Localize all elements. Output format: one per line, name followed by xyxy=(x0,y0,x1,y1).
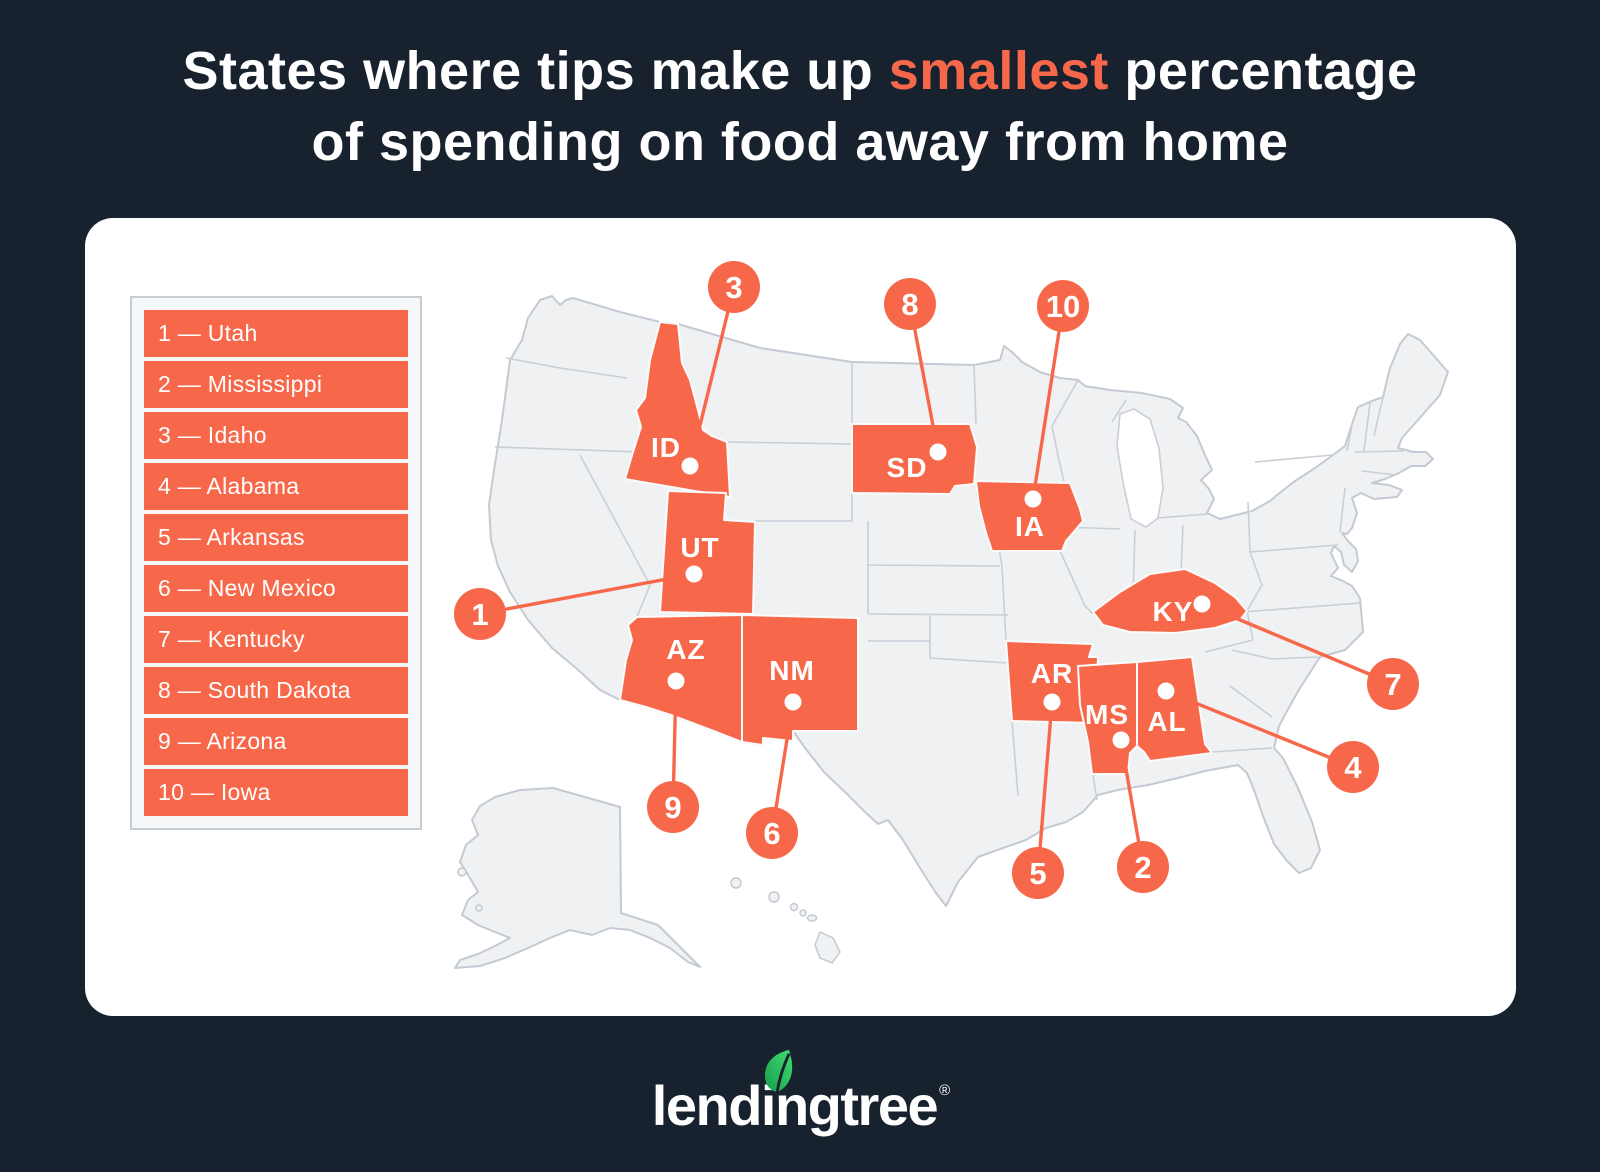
leader-line-1 xyxy=(478,572,696,616)
lendingtree-logo: lendingtree ® xyxy=(0,1048,1600,1134)
state-label-az: AZ xyxy=(666,634,705,665)
state-label-sd: SD xyxy=(887,452,928,483)
rank-number-8: 8 xyxy=(901,287,918,322)
marker-dot-id xyxy=(681,457,699,475)
rank-number-4: 4 xyxy=(1344,750,1362,785)
leader-line-5 xyxy=(1036,700,1054,875)
rank-circle-7 xyxy=(1367,658,1419,710)
marker-dot-ut xyxy=(685,565,703,583)
alaska xyxy=(454,787,701,969)
state-label-ky: KY xyxy=(1153,596,1194,627)
us-map: 1 2 3 4 5 6 7 8 9 10 xyxy=(454,261,1449,969)
marker-dot-nm xyxy=(784,693,802,711)
title-text: States where tips make up xyxy=(182,41,889,101)
rank-number-6: 6 xyxy=(763,816,780,851)
ranking-legend: 1 — Utah 2 — Mississippi 3 — Idaho 4 — A… xyxy=(130,296,422,830)
marker-dot-az xyxy=(667,672,685,690)
registered-mark: ® xyxy=(939,1082,951,1099)
title-text-after: percentage xyxy=(1108,41,1418,101)
legend-item: 2 — Mississippi xyxy=(144,361,408,408)
rank-number-5: 5 xyxy=(1029,856,1046,891)
logo-wrapper: lendingtree ® xyxy=(651,1048,951,1137)
lake-michigan xyxy=(1116,408,1164,528)
state-labels: UT MS ID AL AR NM KY SD AZ IA xyxy=(651,432,1194,737)
rank-number-7: 7 xyxy=(1384,667,1401,702)
state-label-ar: AR xyxy=(1031,658,1073,689)
infographic-card: 1 2 3 4 5 6 7 8 9 10 xyxy=(85,218,1516,1016)
legend-item: 1 — Utah xyxy=(144,310,408,357)
marker-dot-ky xyxy=(1193,595,1211,613)
marker-dot-ar xyxy=(1043,693,1061,711)
alaska-island xyxy=(475,904,483,912)
rank-circle-2 xyxy=(1117,841,1169,893)
state-idaho xyxy=(624,321,731,498)
leader-line-3 xyxy=(688,285,736,468)
rank-circle-1 xyxy=(454,588,506,640)
legend-item: 6 — New Mexico xyxy=(144,565,408,612)
rank-circle-9 xyxy=(647,781,699,833)
rank-circle-5 xyxy=(1012,847,1064,899)
state-label-id: ID xyxy=(651,432,681,463)
state-iowa xyxy=(975,480,1084,552)
page-title: States where tips make up smallest perce… xyxy=(0,36,1600,179)
hawaii-islands xyxy=(730,877,841,964)
state-label-nm: NM xyxy=(769,655,815,686)
legend-item: 8 — South Dakota xyxy=(144,667,408,714)
alaska-island xyxy=(457,867,467,877)
marker-dot-ms xyxy=(1112,731,1130,749)
state-label-al: AL xyxy=(1147,706,1186,737)
state-kentucky xyxy=(1092,568,1248,634)
state-arkansas xyxy=(1005,640,1099,724)
brand-wordmark: lendingtree xyxy=(651,1074,939,1137)
marker-dot-al xyxy=(1157,682,1175,700)
state-label-ia: IA xyxy=(1015,511,1045,542)
rank-circle-8 xyxy=(884,278,936,330)
us-outline xyxy=(488,295,1449,907)
legend-item: 10 — Iowa xyxy=(144,769,408,816)
rank-circle-4 xyxy=(1327,741,1379,793)
leader-line-4 xyxy=(1164,689,1355,769)
rank-circle-3 xyxy=(708,261,760,313)
state-alabama xyxy=(1136,656,1213,762)
marker-dot-sd xyxy=(929,443,947,461)
state-south-dakota xyxy=(851,423,978,495)
marker-dot-ia xyxy=(1024,490,1042,508)
rank-circle-6 xyxy=(746,807,798,859)
title-line-2: of spending on food away from home xyxy=(311,112,1289,173)
legend-item: 4 — Alabama xyxy=(144,463,408,510)
rank-number-1: 1 xyxy=(471,597,488,632)
legend-item: 9 — Arizona xyxy=(144,718,408,765)
leaf-icon xyxy=(765,1049,793,1093)
legend-item: 5 — Arkansas xyxy=(144,514,408,561)
state-label-ut: UT xyxy=(680,532,719,563)
rank-number-10: 10 xyxy=(1046,289,1080,324)
leader-line-10 xyxy=(1031,304,1065,501)
title-highlight: smallest xyxy=(888,41,1109,101)
rank-circles: 1 2 3 4 5 6 7 8 9 10 xyxy=(454,261,1419,899)
state-new-mexico xyxy=(741,614,859,746)
rank-circle-10 xyxy=(1037,280,1089,332)
state-utah xyxy=(659,490,756,615)
state-label-ms: MS xyxy=(1085,699,1129,730)
rank-number-3: 3 xyxy=(725,270,742,305)
leader-line-7 xyxy=(1200,602,1395,686)
legend-item: 3 — Idaho xyxy=(144,412,408,459)
rank-number-2: 2 xyxy=(1134,850,1151,885)
rank-number-9: 9 xyxy=(664,790,681,825)
title-line-1: States where tips make up smallest perce… xyxy=(0,36,1600,107)
legend-item: 7 — Kentucky xyxy=(144,616,408,663)
